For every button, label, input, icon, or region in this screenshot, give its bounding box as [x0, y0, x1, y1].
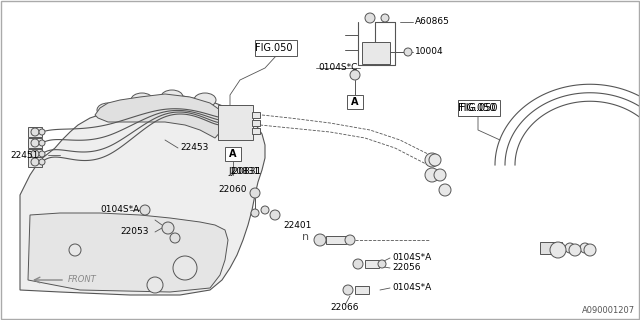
Circle shape — [147, 277, 163, 293]
Text: FIG.050: FIG.050 — [255, 43, 292, 53]
Bar — [252, 120, 260, 126]
Bar — [458, 100, 500, 116]
Circle shape — [378, 260, 386, 268]
Text: 10004: 10004 — [415, 47, 444, 57]
Circle shape — [345, 235, 355, 245]
Bar — [28, 138, 42, 148]
Text: 22451: 22451 — [10, 150, 38, 159]
Circle shape — [170, 233, 180, 243]
Text: FIG.050: FIG.050 — [460, 103, 497, 113]
Bar — [362, 42, 390, 64]
Circle shape — [569, 244, 581, 256]
Polygon shape — [20, 95, 265, 295]
Circle shape — [31, 128, 39, 136]
Ellipse shape — [131, 93, 153, 107]
Text: A090001207: A090001207 — [582, 306, 635, 315]
Circle shape — [39, 159, 45, 165]
Bar — [28, 149, 42, 159]
Circle shape — [31, 158, 39, 166]
Text: J20831: J20831 — [228, 167, 259, 177]
Bar — [252, 112, 260, 118]
Circle shape — [39, 151, 45, 157]
Circle shape — [173, 256, 197, 280]
Text: A60865: A60865 — [415, 18, 450, 27]
Circle shape — [39, 129, 45, 135]
Text: n: n — [302, 232, 309, 242]
Circle shape — [584, 244, 596, 256]
Text: 22066: 22066 — [330, 303, 358, 313]
Bar — [255, 40, 297, 56]
Circle shape — [39, 140, 45, 146]
Bar — [540, 242, 562, 254]
Circle shape — [365, 13, 375, 23]
Ellipse shape — [97, 103, 119, 117]
Text: 22453: 22453 — [180, 143, 209, 153]
Circle shape — [550, 242, 566, 258]
Text: A: A — [229, 149, 237, 159]
Bar — [252, 128, 260, 134]
Circle shape — [31, 150, 39, 158]
Text: FIG.050: FIG.050 — [458, 103, 495, 113]
Bar — [458, 100, 498, 116]
Circle shape — [439, 184, 451, 196]
Circle shape — [250, 188, 260, 198]
Text: 0104S*C: 0104S*C — [318, 63, 357, 73]
Circle shape — [343, 285, 353, 295]
Bar — [365, 260, 379, 268]
Text: FRONT: FRONT — [68, 276, 97, 284]
Bar — [28, 127, 42, 137]
Circle shape — [69, 244, 81, 256]
Text: J20831: J20831 — [230, 167, 261, 177]
Circle shape — [550, 243, 560, 253]
Text: 22053: 22053 — [120, 228, 148, 236]
Circle shape — [140, 205, 150, 215]
Bar — [326, 236, 346, 244]
Circle shape — [162, 222, 174, 234]
Circle shape — [425, 153, 439, 167]
Circle shape — [270, 210, 280, 220]
Text: 0104S*A: 0104S*A — [100, 205, 140, 214]
Bar — [225, 147, 241, 161]
Polygon shape — [95, 94, 225, 138]
Polygon shape — [28, 213, 228, 292]
Bar — [347, 95, 363, 109]
Circle shape — [565, 243, 575, 253]
Text: 22401: 22401 — [283, 220, 312, 229]
Text: 0104S*A: 0104S*A — [392, 253, 431, 262]
Circle shape — [251, 209, 259, 217]
Bar — [28, 157, 42, 167]
Bar — [218, 105, 253, 140]
Circle shape — [429, 154, 441, 166]
Text: 22056: 22056 — [392, 263, 420, 273]
Text: 22060: 22060 — [218, 186, 246, 195]
Circle shape — [425, 168, 439, 182]
Circle shape — [314, 234, 326, 246]
Circle shape — [404, 48, 412, 56]
Circle shape — [580, 243, 590, 253]
Circle shape — [381, 14, 389, 22]
Circle shape — [434, 169, 446, 181]
Text: A: A — [351, 97, 359, 107]
Circle shape — [350, 70, 360, 80]
Ellipse shape — [161, 90, 183, 104]
Circle shape — [31, 139, 39, 147]
Ellipse shape — [194, 93, 216, 107]
Bar — [355, 286, 369, 294]
Circle shape — [353, 259, 363, 269]
Circle shape — [261, 206, 269, 214]
Text: 0104S*A: 0104S*A — [392, 284, 431, 292]
